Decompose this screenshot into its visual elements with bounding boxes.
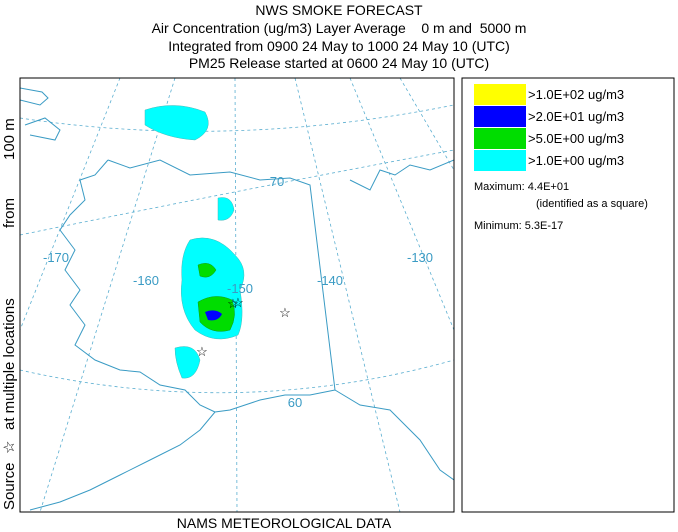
legend-label: >1.0E+00 ug/m3 [528,153,624,168]
map-frame [19,77,455,513]
smoke-plume [205,310,222,321]
meridian [20,78,121,331]
coastline [29,159,454,511]
map-label: 70 [270,174,284,189]
map: ☆ ☆ ☆ ☆ 70 -170 -160 -150 -140 -130 60 [19,77,455,513]
smoke-plume [144,105,209,141]
subtitle: Integrated from 0900 24 May to 1000 24 M… [168,38,510,54]
legend-swatch [474,84,526,105]
star-icon: ☆ [1,441,18,454]
subtitle: PM25 Release started at 0600 24 May 10 (… [189,55,489,71]
side-text: Source [1,462,18,510]
map-label: -140 [317,273,343,288]
map-label: -170 [43,250,69,265]
legend-swatch [474,106,526,127]
source-star: ☆ [232,295,244,310]
subtitle: Air Concentration (ug/m3) Layer Average … [152,20,527,36]
meridian [399,78,454,171]
parallel [20,104,454,132]
title: NWS SMOKE FORECAST [255,2,423,18]
map-label: -160 [133,273,159,288]
meridian [294,78,401,512]
side-text: 100 m [1,118,18,160]
stat: Minimum: 5.3E-17 [474,220,563,232]
stat: (identified as a square) [536,198,648,210]
parallel [20,359,454,394]
legend-label: >2.0E+01 ug/m3 [528,109,624,124]
map-labels: 70 -170 -160 -150 -140 -130 60 [43,174,433,410]
legend-label: >1.0E+02 ug/m3 [528,87,624,102]
smoke-plume [217,197,235,221]
parallel [20,149,454,236]
source-star: ☆ [196,344,208,359]
side-text: at multiple locations [1,298,18,430]
smoke-plume [197,263,217,278]
map-label: -150 [227,281,253,296]
source-star: ☆ [227,296,239,311]
coastline [20,87,49,106]
legend-frame [461,77,675,513]
map-label: -130 [407,250,433,265]
side-text: from [1,198,18,228]
legend-swatch [474,128,526,149]
coastline [349,159,454,191]
legend-swatch [474,150,526,171]
coastline [24,117,61,141]
legend-label: >5.0E+00 ug/m3 [528,131,624,146]
map-label: 60 [288,395,302,410]
meridian [39,78,176,512]
source-star: ☆ [279,305,291,320]
stat: Maximum: 4.4E+01 [474,181,569,193]
side-label: Source ☆ at multiple locations from 100 … [1,118,18,510]
legend: >1.0E+02 ug/m3 >2.0E+01 ug/m3 >5.0E+00 ug/… [461,77,675,513]
meridian [349,78,454,331]
footer: NAMS METEOROLOGICAL DATA [177,515,392,531]
smoke-plume [174,346,201,379]
